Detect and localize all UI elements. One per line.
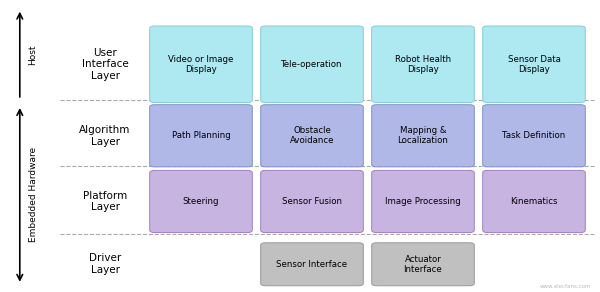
Text: Path Planning: Path Planning	[172, 131, 230, 140]
Text: Image Processing: Image Processing	[385, 197, 461, 206]
Text: Driver
Layer: Driver Layer	[89, 253, 121, 275]
FancyBboxPatch shape	[260, 243, 363, 286]
Text: Tele-operation: Tele-operation	[281, 60, 343, 69]
Text: Actuator
Interface: Actuator Interface	[404, 255, 442, 274]
FancyBboxPatch shape	[482, 171, 586, 232]
FancyBboxPatch shape	[150, 105, 252, 167]
FancyBboxPatch shape	[372, 26, 475, 102]
FancyBboxPatch shape	[372, 243, 475, 286]
FancyBboxPatch shape	[372, 105, 475, 167]
Text: Robot Health
Display: Robot Health Display	[395, 55, 451, 74]
Text: Mapping &
Localization: Mapping & Localization	[398, 126, 448, 145]
FancyBboxPatch shape	[372, 171, 475, 232]
Text: Platform
Layer: Platform Layer	[83, 191, 127, 212]
FancyBboxPatch shape	[260, 171, 363, 232]
Text: Sensor Fusion: Sensor Fusion	[282, 197, 342, 206]
FancyBboxPatch shape	[482, 105, 586, 167]
Text: Sensor Interface: Sensor Interface	[277, 260, 347, 269]
FancyBboxPatch shape	[260, 105, 363, 167]
Text: www.elecfans.com: www.elecfans.com	[539, 284, 591, 289]
Text: Steering: Steering	[183, 197, 219, 206]
FancyBboxPatch shape	[150, 26, 252, 102]
FancyBboxPatch shape	[260, 26, 363, 102]
Text: Algorithm
Layer: Algorithm Layer	[79, 125, 131, 147]
Text: User
Interface
Layer: User Interface Layer	[82, 48, 128, 81]
Text: Sensor Data
Display: Sensor Data Display	[508, 55, 560, 74]
Text: Host: Host	[29, 44, 37, 65]
FancyBboxPatch shape	[482, 26, 586, 102]
Text: Video or Image
Display: Video or Image Display	[169, 55, 233, 74]
Text: Kinematics: Kinematics	[510, 197, 558, 206]
Text: Obstacle
Avoidance: Obstacle Avoidance	[290, 126, 334, 145]
FancyBboxPatch shape	[150, 171, 252, 232]
Text: Task Definition: Task Definition	[502, 131, 566, 140]
Text: Embedded Hardware: Embedded Hardware	[29, 147, 37, 242]
